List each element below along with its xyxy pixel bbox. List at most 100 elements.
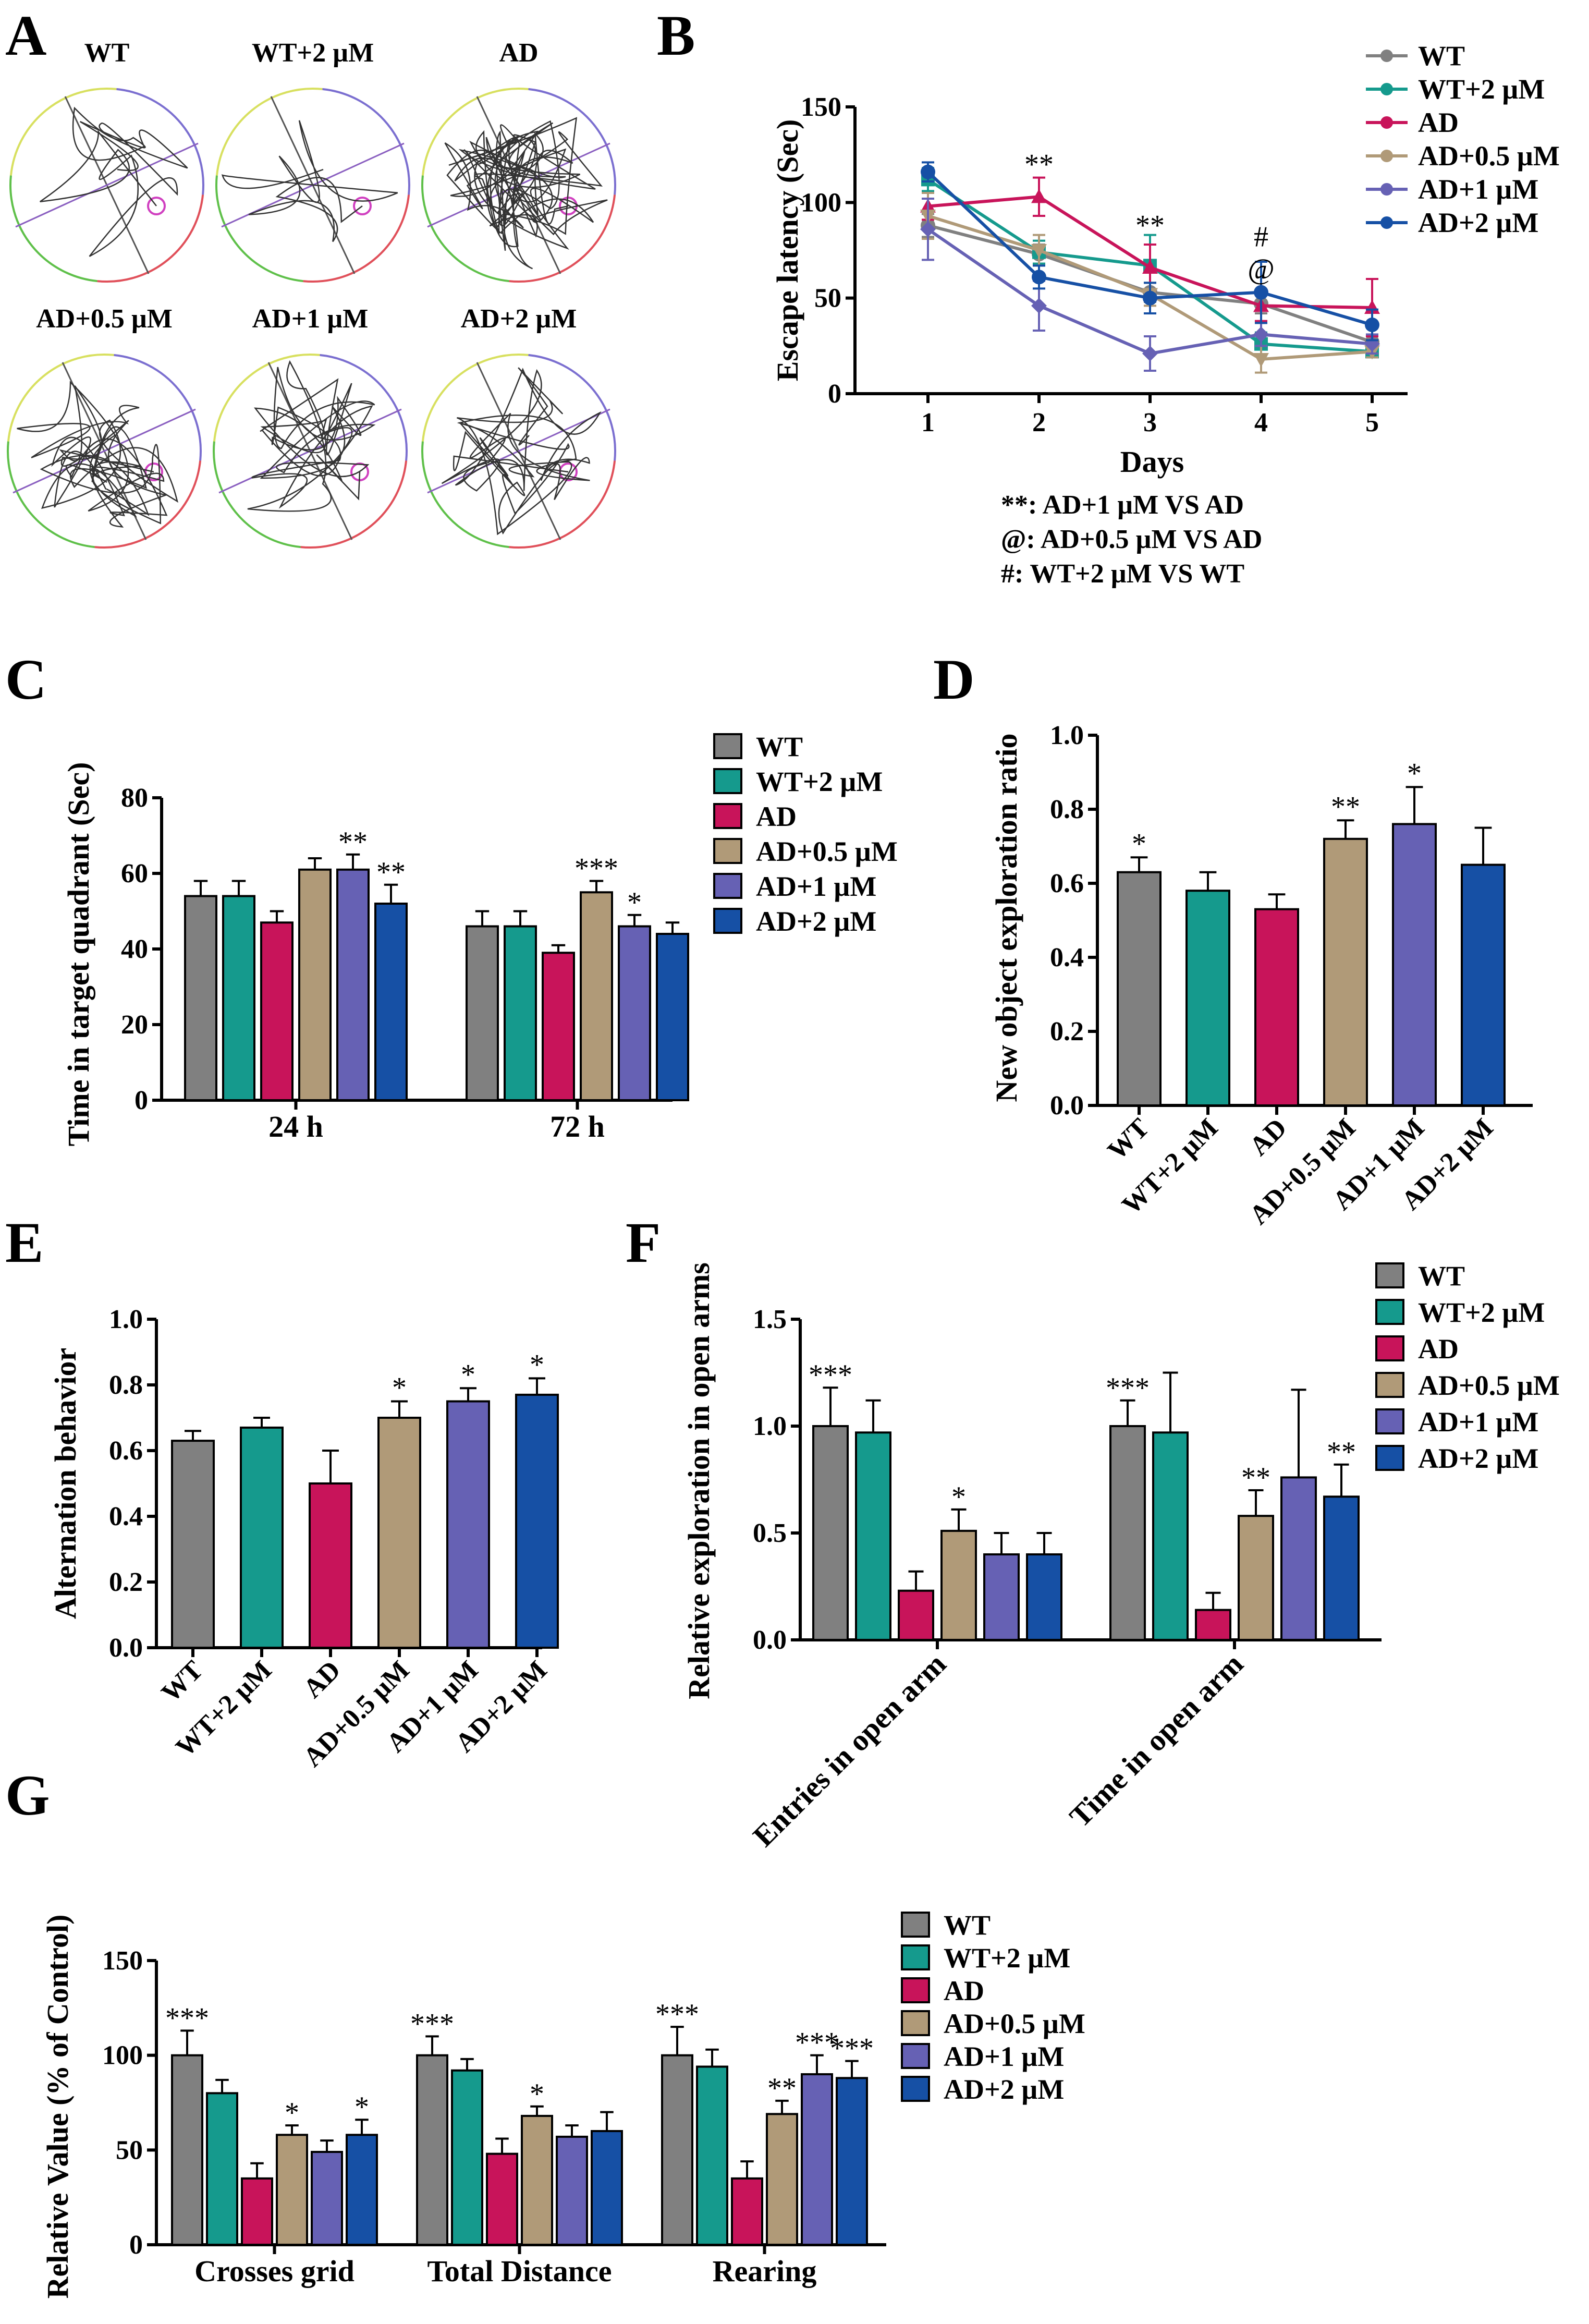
legend-label: AD+1 µM <box>1418 1406 1538 1438</box>
significance-stars: * <box>1132 828 1146 860</box>
data-point <box>1254 285 1268 300</box>
legend-label: AD+0.5 µM <box>1418 140 1560 172</box>
y-tick-label: 20 <box>121 1010 148 1040</box>
bar <box>374 903 408 1101</box>
data-point <box>1142 346 1158 361</box>
y-axis-title: New object exploration ratio <box>989 733 1023 1102</box>
maze-swim-path <box>441 367 602 536</box>
bar <box>618 925 651 1101</box>
y-tick-label: 100 <box>102 2041 143 2071</box>
bar <box>466 925 499 1101</box>
panel-letter-g: G <box>5 1763 50 1827</box>
legend-label: AD+2 µM <box>944 2074 1064 2105</box>
legend-label: AD <box>756 801 797 832</box>
maze-pool-edge <box>421 88 529 176</box>
maze-swim-path <box>247 360 376 512</box>
maze-platform <box>353 197 372 215</box>
x-category-label: Crosses grid <box>194 2254 355 2288</box>
bar <box>1026 1553 1062 1641</box>
x-category-label: Total Distance <box>427 2254 612 2288</box>
y-tick-label: 0.4 <box>109 1502 143 1531</box>
legend-label: AD+2 µM <box>1418 207 1538 238</box>
legend-swatch <box>1375 1299 1404 1325</box>
panel-letter-c: C <box>5 648 46 711</box>
legend-swatch <box>713 803 742 829</box>
maze-platform <box>144 463 163 481</box>
maze-pool-edge <box>320 354 408 461</box>
data-point <box>1253 326 1269 343</box>
x-axis-title: Days <box>1120 445 1184 479</box>
panel-letter-a: A <box>5 4 46 67</box>
legend-label: WT+2 µM <box>1418 74 1545 105</box>
legend-swatch <box>1375 1262 1404 1288</box>
legend-swatch <box>1375 1408 1404 1434</box>
legend-label: AD+2 µM <box>756 906 876 937</box>
data-point <box>1032 270 1046 285</box>
x-tick-label: 1 <box>921 408 935 437</box>
bar <box>1117 871 1162 1106</box>
panel-letter-b: B <box>657 4 695 67</box>
bar <box>1392 823 1437 1106</box>
legend-swatch <box>901 2043 930 2069</box>
data-point <box>920 221 936 237</box>
bar <box>1461 863 1506 1106</box>
maze-title: WT <box>84 38 130 68</box>
chart-open-arms: 0.00.51.01.5****Entries in open arm*****… <box>682 1260 1560 1853</box>
significance-stars: *** <box>655 1998 699 2030</box>
bar <box>206 2092 238 2246</box>
annotation-mark: @ <box>1248 253 1275 286</box>
y-tick-label: 80 <box>121 783 148 813</box>
bar <box>377 1417 421 1649</box>
bar <box>240 1426 284 1649</box>
significance-note: #: WT+2 µM VS WT <box>1001 559 1244 589</box>
maze-pool-edge <box>7 354 114 442</box>
bar <box>486 2152 518 2246</box>
legend-marker <box>1380 83 1393 95</box>
maze-pool-edge <box>322 88 410 195</box>
y-axis-title: Alternation behavior <box>48 1348 82 1619</box>
bar <box>451 2069 483 2246</box>
maze-pool-edge <box>9 88 117 176</box>
y-tick-label: 0.0 <box>753 1625 787 1655</box>
significance-stars: *** <box>165 2002 209 2034</box>
legend-label: AD+0.5 µM <box>1418 1370 1560 1401</box>
legend-label: WT+2 µM <box>1418 1297 1545 1328</box>
bar <box>1323 837 1368 1107</box>
data-point <box>1365 318 1379 332</box>
y-axis-title: Relative exploration in open arms <box>682 1262 716 1699</box>
bar <box>241 2177 273 2246</box>
data-point <box>1143 290 1157 306</box>
legend-swatch <box>901 1912 930 1938</box>
legend-marker <box>1380 183 1393 196</box>
y-axis-title: Relative Value (% of Control) <box>41 1915 75 2299</box>
x-tick-label: 2 <box>1032 408 1046 437</box>
bar <box>1195 1609 1231 1641</box>
significance-note: **: AD+1 µM VS AD <box>1001 490 1244 520</box>
y-tick-label: 50 <box>814 284 841 313</box>
legend-label: WT+2 µM <box>944 1942 1070 1974</box>
y-axis-title: Time in target quadrant (Sec) <box>62 762 95 1147</box>
legend-label: AD+1 µM <box>1418 174 1538 205</box>
y-tick-label: 150 <box>801 92 841 122</box>
bar <box>1152 1431 1189 1641</box>
significance-stars: * <box>530 2078 544 2110</box>
significance-stars: * <box>461 1358 475 1391</box>
maze-pool-edge <box>94 460 202 549</box>
legend-swatch <box>901 2076 930 2102</box>
significance-stars: ** <box>1241 1462 1270 1494</box>
legend-swatch <box>1375 1372 1404 1398</box>
x-category-label: AD <box>1244 1113 1292 1161</box>
maze-pool-edge <box>509 194 616 283</box>
legend-swatch <box>713 908 742 934</box>
bar <box>336 868 370 1101</box>
y-tick-label: 50 <box>116 2135 143 2165</box>
bar <box>298 868 332 1101</box>
significance-stars: ** <box>1331 790 1360 823</box>
maze-title: AD+0.5 µM <box>36 304 173 334</box>
legend-swatch <box>713 768 742 794</box>
bar <box>416 2054 448 2246</box>
